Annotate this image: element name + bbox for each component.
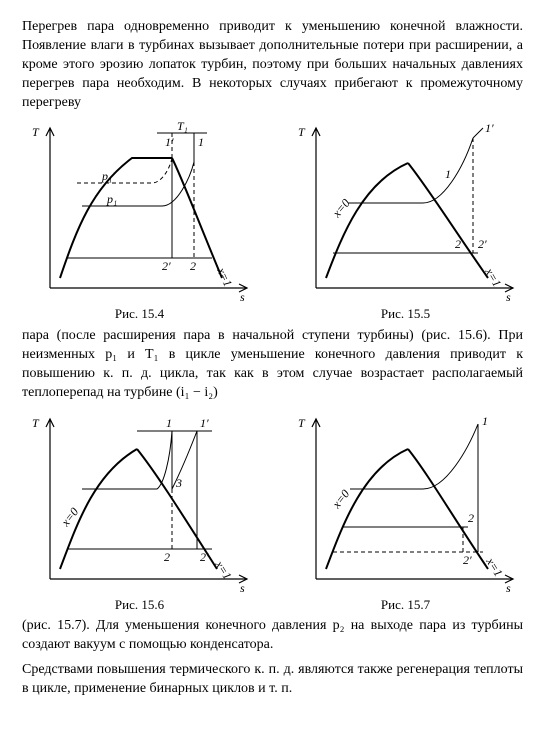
label-2prime: 2′ [463, 553, 472, 567]
label-x1: x=1 [483, 554, 506, 579]
label-2: 2 [455, 237, 461, 251]
label-3: 3 [175, 476, 182, 490]
label-x0: x=0 [329, 486, 353, 511]
chart-15-6: T s 1 1′ 3 x=0 2 2′ x=1 [22, 409, 257, 594]
figure-15-4: T s T₁ 1′ 1 p₁′ p₁ 2′ 2 x=1 Рис. 15.4 [22, 118, 257, 323]
axis-label-s: s [506, 290, 511, 303]
figure-15-6: T s 1 1′ 3 x=0 2 2′ x=1 Рис. 15.6 [22, 409, 257, 614]
label-x0: x=0 [329, 196, 353, 221]
axis-label-T: T [32, 416, 40, 430]
label-2: 2 [468, 511, 474, 525]
label-1prime: 1′ [485, 121, 494, 135]
caption-15-7: Рис. 15.7 [288, 596, 523, 614]
label-2: 2 [190, 259, 196, 273]
label-1: 1 [166, 416, 172, 430]
label-2prime: 2′ [162, 259, 171, 273]
paragraph-1: Перегрев пара одновременно приводит к ум… [22, 18, 523, 112]
caption-15-6: Рис. 15.6 [22, 596, 257, 614]
label-1prime: 1′ [165, 135, 174, 149]
paragraph-2: пара (после расширения пара в начальной … [22, 327, 523, 403]
figures-row-1: T s T₁ 1′ 1 p₁′ p₁ 2′ 2 x=1 Рис. 15.4 [22, 118, 523, 323]
axis-label-T: T [298, 125, 306, 139]
axis-label-s: s [240, 581, 245, 594]
caption-15-5: Рис. 15.5 [288, 305, 523, 323]
label-1: 1 [445, 167, 451, 181]
axis-label-T: T [32, 125, 40, 139]
figures-row-2: T s 1 1′ 3 x=0 2 2′ x=1 Рис. 15.6 [22, 409, 523, 614]
label-2prime: 2′ [478, 237, 487, 251]
chart-15-7: T s 1 x=0 2 2′ x=1 [288, 409, 523, 594]
label-1prime: 1′ [200, 416, 209, 430]
paragraph-3: (рис. 15.7). Для уменьшения конечного да… [22, 617, 523, 655]
caption-15-4: Рис. 15.4 [22, 305, 257, 323]
label-2: 2 [164, 550, 170, 564]
axis-label-s: s [506, 581, 511, 594]
figure-15-7: T s 1 x=0 2 2′ x=1 Рис. 15.7 [288, 409, 523, 614]
label-x1: x=1 [212, 557, 235, 582]
chart-15-5: T s 1′ 1 x=0 2 2′ x=1 [288, 118, 523, 303]
label-2prime: 2′ [200, 550, 209, 564]
label-p1prime: p₁′ [101, 169, 115, 183]
figure-15-5: T s 1′ 1 x=0 2 2′ x=1 Рис. 15.5 [288, 118, 523, 323]
chart-15-4: T s T₁ 1′ 1 p₁′ p₁ 2′ 2 x=1 [22, 118, 257, 303]
label-1: 1 [198, 135, 204, 149]
axis-label-T: T [298, 416, 306, 430]
label-p1: p₁ [106, 192, 117, 206]
label-T1: T₁ [177, 119, 188, 133]
label-x1: x=1 [482, 265, 504, 290]
axis-label-s: s [240, 290, 245, 303]
paragraph-4: Средствами повышения термического к. п. … [22, 661, 523, 699]
label-1: 1 [482, 414, 488, 428]
